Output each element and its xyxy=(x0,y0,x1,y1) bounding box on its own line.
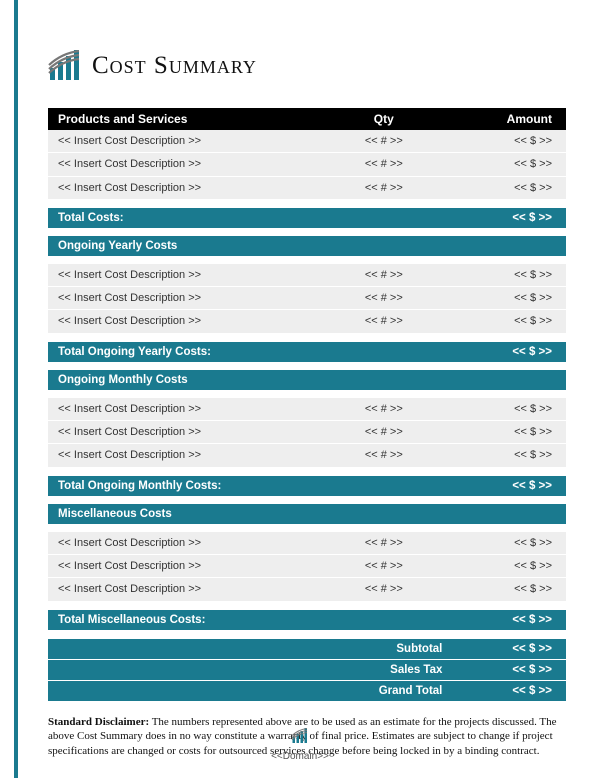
summary-label: Sales Tax xyxy=(315,659,452,680)
item-row: << Insert Cost Description >><< # >><< $… xyxy=(48,421,566,444)
item-desc: << Insert Cost Description >> xyxy=(48,421,315,444)
item-row: << Insert Cost Description >><< # >><< $… xyxy=(48,444,566,467)
section-total-row: Total Ongoing Monthly Costs:<< $ >> xyxy=(48,476,566,496)
item-amount: << $ >> xyxy=(452,130,566,153)
item-amount: << $ >> xyxy=(452,578,566,601)
item-qty: << # >> xyxy=(315,554,452,577)
section-total-amount: << $ >> xyxy=(452,208,566,228)
summary-label: Subtotal xyxy=(315,638,452,659)
item-amount: << $ >> xyxy=(452,310,566,333)
section-total-amount: << $ >> xyxy=(452,476,566,496)
item-desc: << Insert Cost Description >> xyxy=(48,578,315,601)
footer: <<Domain>> xyxy=(0,728,600,762)
item-amount: << $ >> xyxy=(452,444,566,467)
section-header: Ongoing Yearly Costs xyxy=(48,236,566,256)
item-qty: << # >> xyxy=(315,532,452,555)
item-qty: << # >> xyxy=(315,176,452,199)
summary-row: Sales Tax<< $ >> xyxy=(48,659,566,680)
item-amount: << $ >> xyxy=(452,153,566,176)
page-title: Cost Summary xyxy=(92,52,257,80)
summary-amount: << $ >> xyxy=(452,680,566,701)
item-row: << Insert Cost Description >><< # >><< $… xyxy=(48,554,566,577)
item-amount: << $ >> xyxy=(452,398,566,421)
item-desc: << Insert Cost Description >> xyxy=(48,532,315,555)
summary-row: Subtotal<< $ >> xyxy=(48,638,566,659)
item-desc: << Insert Cost Description >> xyxy=(48,287,315,310)
item-desc: << Insert Cost Description >> xyxy=(48,176,315,199)
item-desc: << Insert Cost Description >> xyxy=(48,264,315,287)
col-qty: Qty xyxy=(315,108,452,130)
item-desc: << Insert Cost Description >> xyxy=(48,444,315,467)
section-total-row: Total Costs:<< $ >> xyxy=(48,208,566,228)
section-total-label: Total Miscellaneous Costs: xyxy=(48,610,452,630)
section-total-row: Total Ongoing Yearly Costs:<< $ >> xyxy=(48,342,566,362)
item-amount: << $ >> xyxy=(452,176,566,199)
item-qty: << # >> xyxy=(315,130,452,153)
col-amount: Amount xyxy=(452,108,566,130)
item-desc: << Insert Cost Description >> xyxy=(48,130,315,153)
item-row: << Insert Cost Description >><< # >><< $… xyxy=(48,578,566,601)
item-row: << Insert Cost Description >><< # >><< $… xyxy=(48,153,566,176)
item-row: << Insert Cost Description >><< # >><< $… xyxy=(48,310,566,333)
item-desc: << Insert Cost Description >> xyxy=(48,554,315,577)
item-amount: << $ >> xyxy=(452,421,566,444)
item-qty: << # >> xyxy=(315,398,452,421)
item-qty: << # >> xyxy=(315,264,452,287)
page-left-rule xyxy=(14,0,18,778)
section-header-label: Ongoing Yearly Costs xyxy=(48,236,566,256)
item-row: << Insert Cost Description >><< # >><< $… xyxy=(48,130,566,153)
cost-table: Products and Services Qty Amount << Inse… xyxy=(48,108,566,701)
item-desc: << Insert Cost Description >> xyxy=(48,153,315,176)
table-header-row: Products and Services Qty Amount xyxy=(48,108,566,130)
item-desc: << Insert Cost Description >> xyxy=(48,310,315,333)
item-row: << Insert Cost Description >><< # >><< $… xyxy=(48,398,566,421)
page: Cost Summary Products and Services Qty A… xyxy=(0,0,600,779)
item-row: << Insert Cost Description >><< # >><< $… xyxy=(48,176,566,199)
section-total-label: Total Ongoing Yearly Costs: xyxy=(48,342,452,362)
section-total-label: Total Costs: xyxy=(48,208,452,228)
section-total-label: Total Ongoing Monthly Costs: xyxy=(48,476,452,496)
section-header-label: Ongoing Monthly Costs xyxy=(48,370,566,390)
item-qty: << # >> xyxy=(315,153,452,176)
summary-row: Grand Total<< $ >> xyxy=(48,680,566,701)
section-header-label: Miscellaneous Costs xyxy=(48,504,566,524)
item-row: << Insert Cost Description >><< # >><< $… xyxy=(48,532,566,555)
item-amount: << $ >> xyxy=(452,532,566,555)
col-products: Products and Services xyxy=(48,108,315,130)
item-amount: << $ >> xyxy=(452,554,566,577)
section-total-amount: << $ >> xyxy=(452,610,566,630)
section-header: Miscellaneous Costs xyxy=(48,504,566,524)
bars-logo-icon xyxy=(48,50,82,82)
item-amount: << $ >> xyxy=(452,264,566,287)
section-total-amount: << $ >> xyxy=(452,342,566,362)
summary-amount: << $ >> xyxy=(452,638,566,659)
item-amount: << $ >> xyxy=(452,287,566,310)
item-desc: << Insert Cost Description >> xyxy=(48,398,315,421)
item-row: << Insert Cost Description >><< # >><< $… xyxy=(48,287,566,310)
item-row: << Insert Cost Description >><< # >><< $… xyxy=(48,264,566,287)
item-qty: << # >> xyxy=(315,421,452,444)
disclaimer-lead: Standard Disclaimer: xyxy=(48,716,149,728)
title-row: Cost Summary xyxy=(48,50,566,82)
item-qty: << # >> xyxy=(315,578,452,601)
item-qty: << # >> xyxy=(315,310,452,333)
summary-label: Grand Total xyxy=(315,680,452,701)
summary-amount: << $ >> xyxy=(452,659,566,680)
item-qty: << # >> xyxy=(315,444,452,467)
bars-logo-icon xyxy=(291,731,309,748)
item-qty: << # >> xyxy=(315,287,452,310)
section-total-row: Total Miscellaneous Costs:<< $ >> xyxy=(48,610,566,630)
section-header: Ongoing Monthly Costs xyxy=(48,370,566,390)
footer-text: <<Domain>> xyxy=(0,751,600,762)
